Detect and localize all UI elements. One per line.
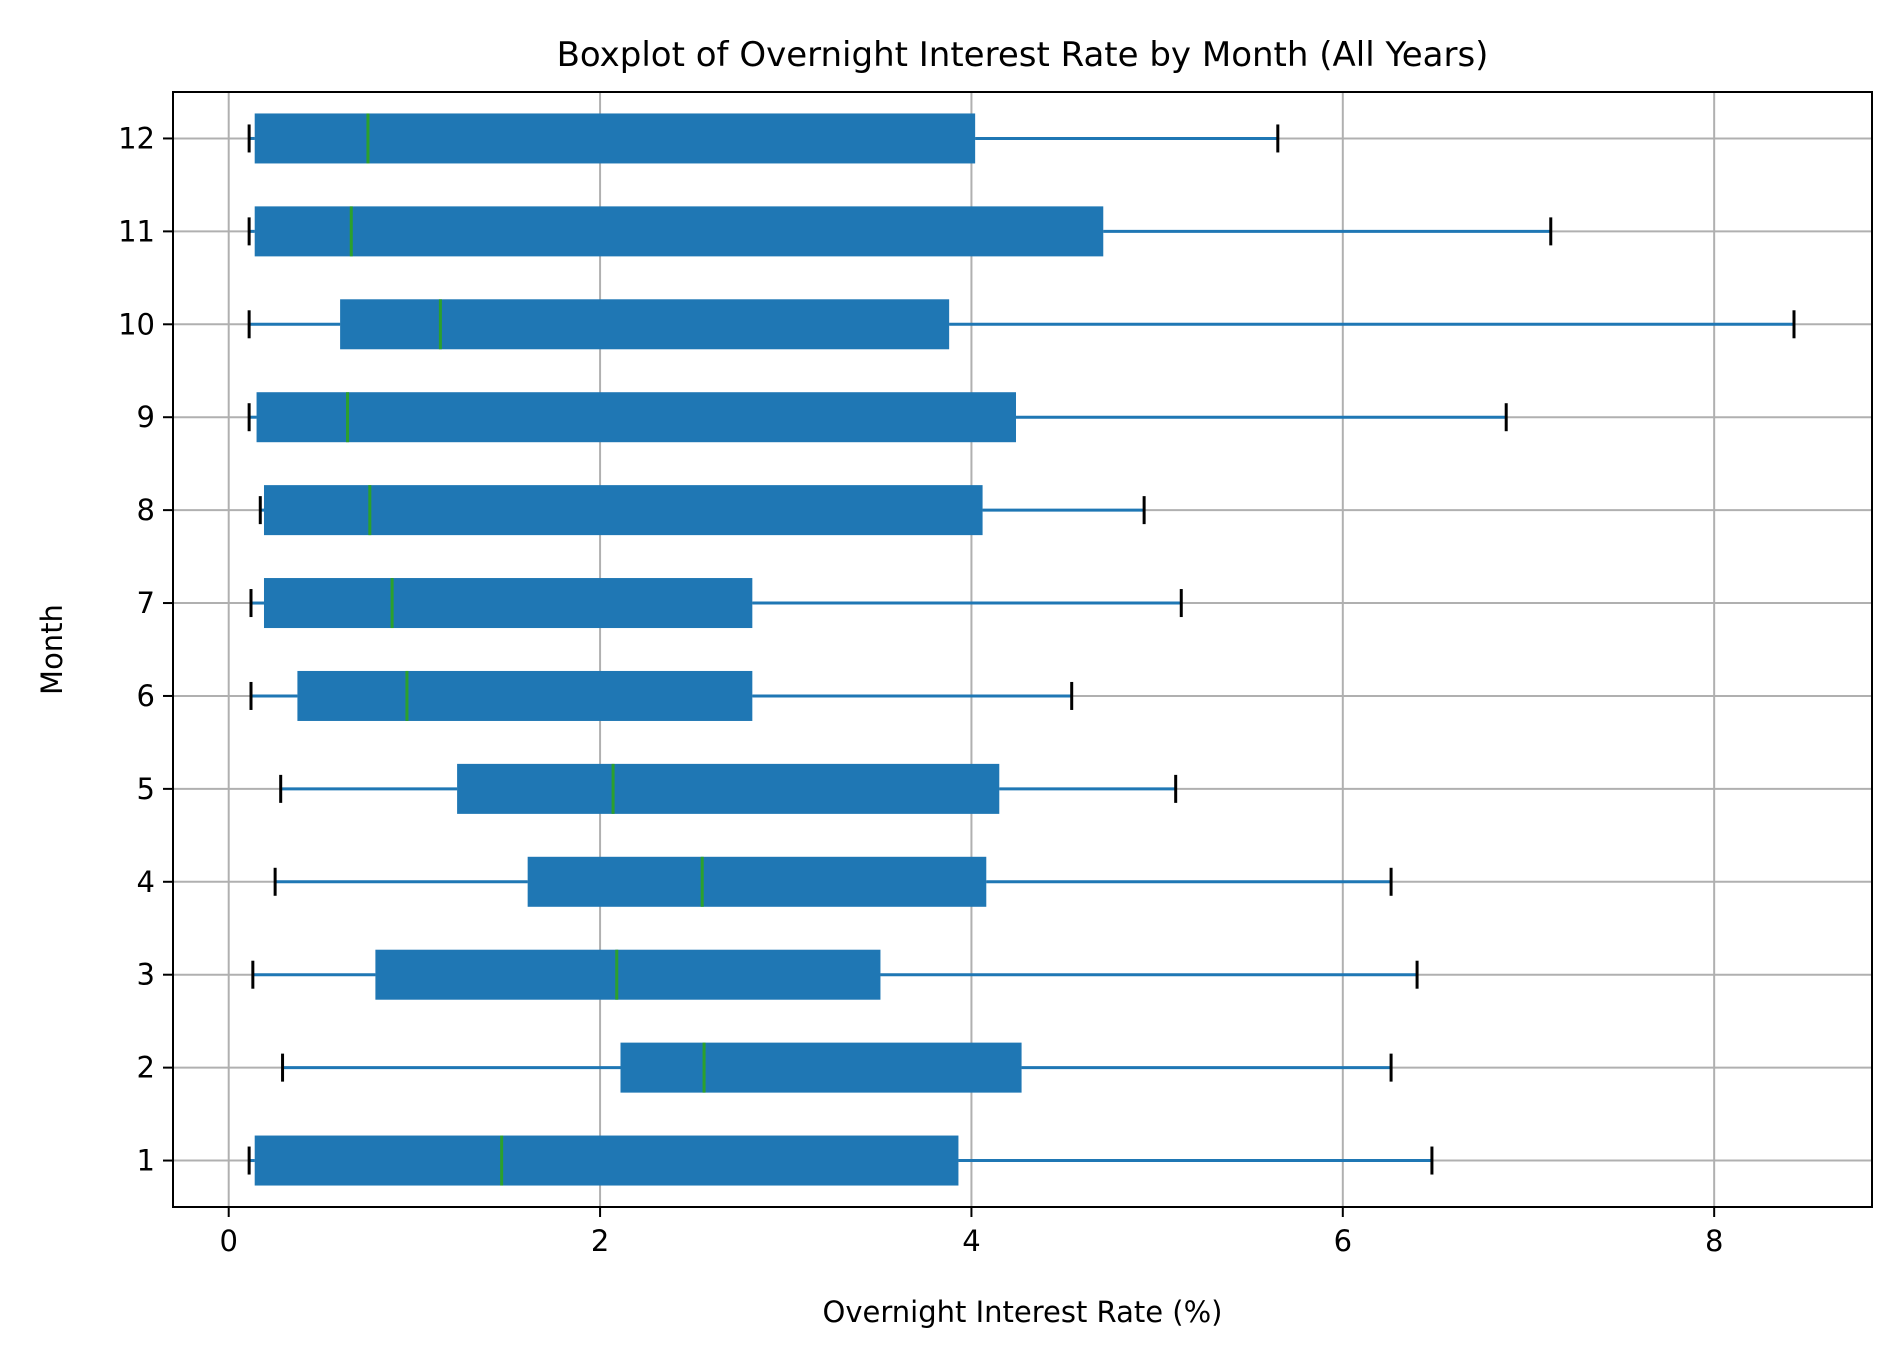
x-tick-label: 0: [219, 1224, 237, 1258]
x-tick-label: 2: [591, 1224, 609, 1258]
y-tick-label: 10: [118, 307, 155, 341]
chart-title: Boxplot of Overnight Interest Rate by Mo…: [557, 35, 1489, 75]
x-tick-label: 4: [962, 1224, 980, 1258]
x-axis-label: Overnight Interest Rate (%): [823, 1295, 1223, 1329]
iqr-box: [457, 763, 1000, 814]
y-tick-label: 5: [137, 772, 155, 806]
iqr-box: [340, 299, 950, 350]
box-month-10: [247, 299, 1796, 350]
y-tick-label: 1: [137, 1144, 155, 1178]
boxes: [247, 113, 1796, 1186]
iqr-box: [620, 1042, 1022, 1093]
y-tick-label: 12: [118, 121, 155, 155]
box-month-7: [249, 578, 1183, 629]
y-tick-label: 4: [137, 865, 155, 899]
box-month-8: [258, 485, 1146, 536]
iqr-box: [527, 856, 987, 907]
y-tick-label: 9: [137, 400, 155, 434]
box-month-3: [251, 949, 1419, 1000]
iqr-box: [375, 949, 881, 1000]
y-tick-label: 7: [137, 586, 155, 620]
iqr-box: [263, 578, 753, 629]
box-month-6: [249, 670, 1074, 721]
x-tick-label: 8: [1705, 1224, 1723, 1258]
box-month-12: [247, 113, 1280, 164]
y-tick-label: 8: [137, 493, 155, 527]
box-month-1: [247, 1135, 1434, 1186]
plot-frame: [172, 91, 1873, 1208]
y-axis-label: Month: [35, 604, 69, 695]
y-tick-label: 3: [137, 958, 155, 992]
box-month-5: [279, 763, 1178, 814]
y-tick-label: 2: [137, 1051, 155, 1085]
iqr-box: [254, 1135, 959, 1186]
iqr-box: [263, 485, 983, 536]
y-tick-label: 6: [137, 679, 155, 713]
box-month-9: [247, 392, 1508, 443]
iqr-box: [297, 670, 753, 721]
box-month-11: [247, 206, 1553, 257]
y-tick-label: 11: [118, 214, 155, 248]
iqr-box: [256, 392, 1017, 443]
x-tick-label: 6: [1334, 1224, 1352, 1258]
iqr-box: [254, 113, 976, 164]
iqr-box: [254, 206, 1104, 257]
box-month-4: [273, 856, 1393, 907]
box-month-2: [281, 1042, 1393, 1093]
